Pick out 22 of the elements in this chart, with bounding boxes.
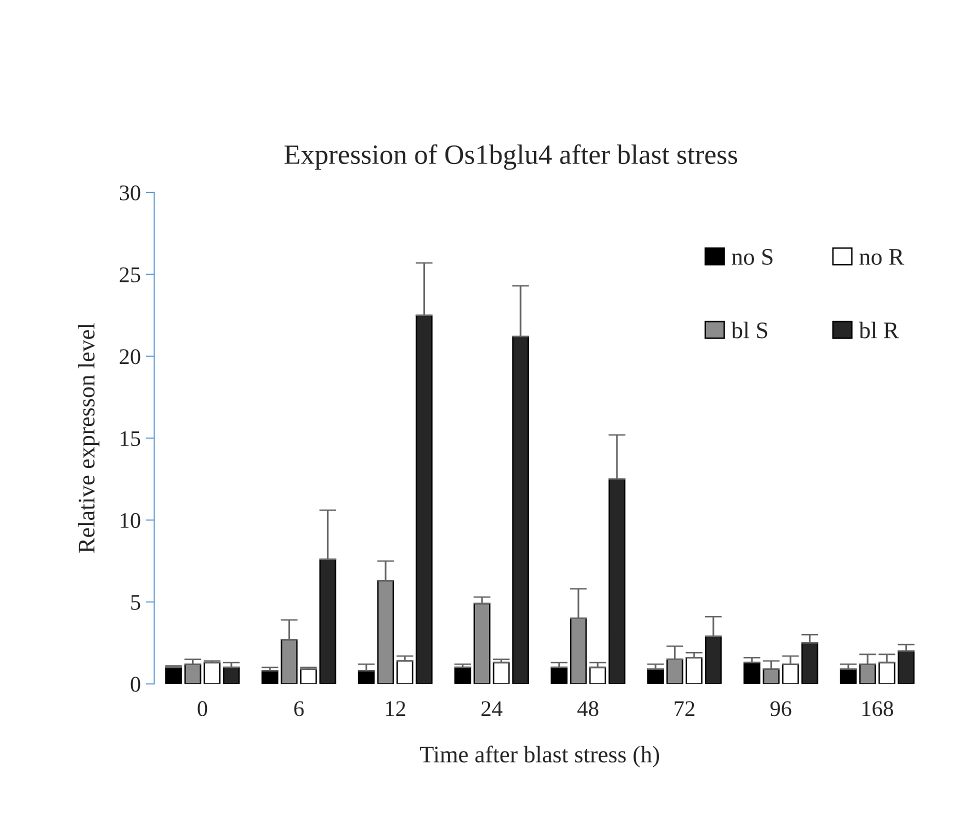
x-tick-label: 12 xyxy=(386,701,406,716)
x-tick-label: 6 xyxy=(294,701,304,716)
y-tick-label: 20 xyxy=(120,349,140,364)
x-tick-label: 48 xyxy=(577,701,598,716)
y-tick-label: 0 xyxy=(130,676,140,692)
y-tick-label: 15 xyxy=(120,431,140,446)
legend-label: bl R xyxy=(858,322,899,338)
x-tick-label: 168 xyxy=(862,701,894,716)
x-tick-label: 24 xyxy=(482,701,502,716)
legend-label: no R xyxy=(859,249,904,265)
y-tick-label: 10 xyxy=(120,512,140,528)
x-tick-label: 0 xyxy=(198,701,208,716)
x-axis-title: Time after blast stress (h) xyxy=(420,746,660,768)
x-tick-label: 96 xyxy=(770,701,792,716)
y-tick-label: 5 xyxy=(131,595,140,610)
y-tick-label: 25 xyxy=(120,267,140,282)
chart-title: Expression of Os1bglu4 after blast stress xyxy=(284,144,738,170)
y-tick-label: 30 xyxy=(120,185,140,200)
legend-label: bl S xyxy=(731,322,768,338)
y-axis-title: Relative expresson level xyxy=(78,323,100,553)
legend-label: no S xyxy=(732,249,772,265)
x-tick-label: 72 xyxy=(674,701,694,716)
